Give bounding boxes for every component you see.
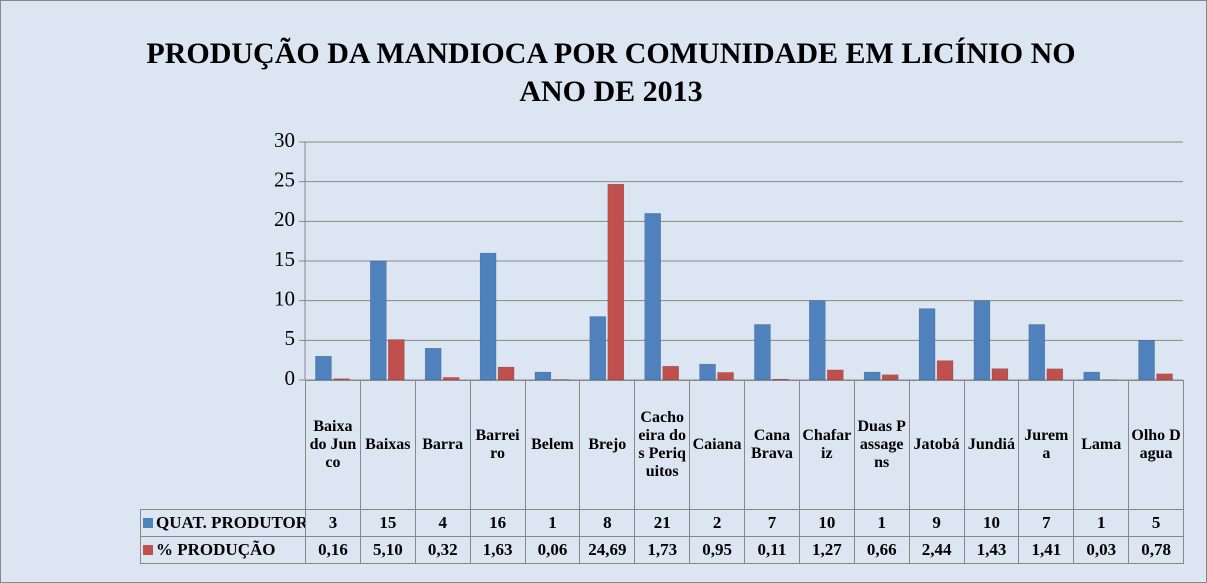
- bar: [607, 183, 625, 381]
- x-tick-label: Barreiro: [469, 380, 526, 510]
- data-label: 15: [359, 509, 416, 537]
- bar: [479, 252, 497, 381]
- bar: [754, 324, 771, 381]
- data-label: 1,73: [634, 536, 691, 564]
- data-label: 0,32: [414, 536, 471, 564]
- bar: [809, 300, 826, 381]
- x-tick-label: Barra: [414, 380, 471, 510]
- data-label: 1,41: [1018, 536, 1075, 564]
- bar: [936, 360, 954, 381]
- category-row: Baixa do Junco Baixas Barra Barreiro Belem Br…: [140, 380, 1184, 510]
- x-tick-label: Belem: [524, 380, 581, 510]
- bar: [717, 372, 734, 381]
- x-tick-label: Jundiá: [963, 380, 1020, 510]
- bar: [772, 378, 789, 381]
- chart-title: PRODUÇÃO DA MANDIOCA POR COMUNIDADE EM L…: [146, 37, 1076, 108]
- data-label: 1,63: [469, 536, 526, 564]
- data-label: 0,11: [744, 536, 800, 564]
- bar: [1046, 368, 1064, 381]
- corner: [140, 380, 306, 510]
- x-tick-label: Jurema: [1018, 380, 1075, 510]
- bar: [1138, 340, 1155, 381]
- data-label: 10: [798, 509, 855, 537]
- legend-label: QUAT. PRODUTORES: [156, 513, 305, 532]
- legend-entry: % PRODUÇÃO: [140, 536, 306, 564]
- bar: [918, 308, 936, 381]
- data-label: 2,44: [908, 536, 965, 564]
- x-tick-label: Cana Brava: [744, 380, 800, 510]
- bar: [315, 355, 332, 381]
- data-label: 7: [744, 509, 800, 537]
- bar: [827, 369, 844, 381]
- series-row: QUAT. PRODUTORES315416182127101910715: [140, 509, 1184, 537]
- bar: [333, 378, 350, 381]
- x-tick-label: Caiana: [689, 380, 745, 510]
- y-tick-label: 10: [274, 286, 295, 310]
- data-label: 2: [689, 509, 745, 537]
- bar: [863, 371, 881, 381]
- bar: [370, 260, 387, 381]
- y-tick-label: 25: [274, 167, 295, 191]
- legend-entry: QUAT. PRODUTORES: [140, 509, 306, 537]
- legend-label: % PRODUÇÃO: [156, 540, 276, 559]
- bar: [424, 348, 442, 381]
- data-label: 8: [579, 509, 636, 537]
- data-label: 7: [1018, 509, 1075, 537]
- legend-swatch: [143, 518, 153, 528]
- data-label: 1,27: [798, 536, 855, 564]
- data-label: 1,43: [963, 536, 1020, 564]
- data-label: 1: [524, 509, 581, 537]
- data-label: 0,16: [305, 536, 361, 564]
- bar: [1083, 371, 1100, 381]
- x-tick-label: Jatobá: [908, 380, 965, 510]
- data-label: 9: [908, 509, 965, 537]
- x-tick-label: Baixas: [359, 380, 416, 510]
- x-tick-label: Baixa do Junco: [305, 380, 361, 510]
- data-label: 1: [853, 509, 910, 537]
- bar: [991, 368, 1009, 381]
- data-label: 16: [469, 509, 526, 537]
- data-label: 10: [963, 509, 1020, 537]
- x-tick-label: Brejo: [579, 380, 636, 510]
- bar: [973, 300, 991, 381]
- data-label: 0,95: [689, 536, 745, 564]
- series-row: % PRODUÇÃO 0,16 5,10 0,32 1,63 0,06 24,69 1,73 0…: [140, 536, 1184, 564]
- data-label: 1: [1073, 509, 1130, 537]
- x-tick-label: Olho Dagua: [1128, 380, 1184, 510]
- bar: [662, 366, 679, 381]
- bar: [497, 366, 515, 381]
- x-tick-label: Duas Passagens: [853, 380, 910, 510]
- data-label: 24,69: [579, 536, 636, 564]
- bar: [644, 213, 661, 381]
- y-tick-label: 5: [285, 326, 296, 350]
- bar: [699, 363, 716, 381]
- y-tick-label: 0: [285, 366, 296, 390]
- y-tick-label: 15: [274, 247, 295, 271]
- y-tick-label: 20: [274, 207, 295, 231]
- data-label: 0,03: [1073, 536, 1130, 564]
- data-label: 0,78: [1128, 536, 1184, 564]
- data-label: 21: [634, 509, 691, 537]
- bar: [1028, 324, 1046, 381]
- bar: [589, 316, 607, 381]
- data-label: 0,66: [853, 536, 910, 564]
- y-tick-label: 30: [274, 128, 295, 152]
- data-label: 5,10: [359, 536, 416, 564]
- x-tick-label: Lama: [1073, 380, 1130, 510]
- x-tick-label: Chafariz: [798, 380, 855, 510]
- bar: [534, 371, 552, 381]
- data-label: 3: [305, 509, 361, 537]
- data-table: Baixa do Junco Baixas Barra Barreiro Belem Br…: [140, 380, 1184, 564]
- data-label: 5: [1128, 509, 1184, 537]
- bar: [388, 339, 405, 381]
- data-label: 0,06: [524, 536, 581, 564]
- legend-swatch: [143, 545, 153, 555]
- x-tick-label: Cachoeira dos Periquitos: [634, 380, 691, 510]
- data-label: 4: [414, 509, 471, 537]
